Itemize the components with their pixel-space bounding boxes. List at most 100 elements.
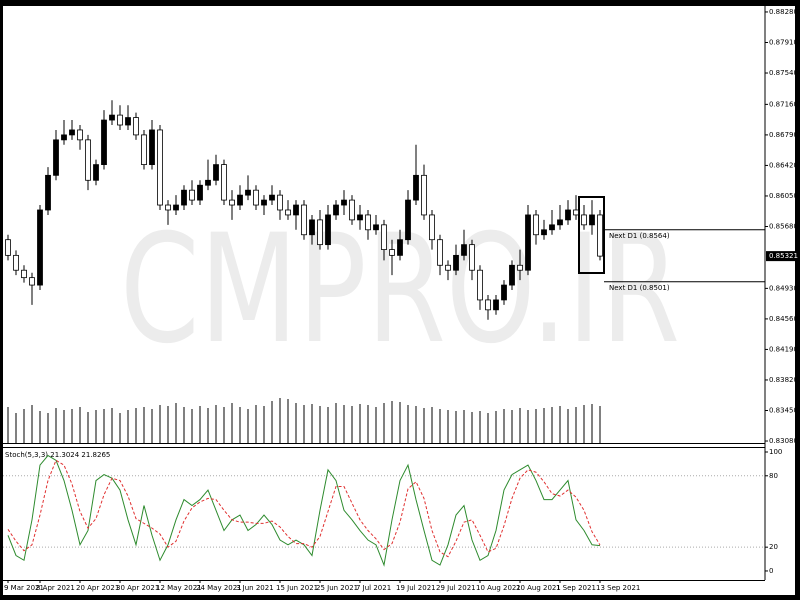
- candle-body: [477, 269, 483, 301]
- candle-body: [565, 209, 571, 221]
- candle-body: [581, 214, 587, 226]
- x-tick-label: 1 Sep 2021: [556, 584, 596, 592]
- candle-body: [549, 224, 555, 231]
- candle-body: [325, 214, 331, 246]
- y-tick-label: 0.87160: [769, 100, 798, 108]
- candle-body: [245, 189, 251, 196]
- y-tick-label: 0.83080: [769, 437, 798, 445]
- x-tick-label: 24 May 2021: [196, 584, 242, 592]
- candle-body: [541, 229, 547, 236]
- candle-body: [197, 184, 203, 201]
- x-tick-label: 9 Mar 2021: [4, 584, 44, 592]
- candle-body: [413, 174, 419, 201]
- x-tick-label: 20 Apr 2021: [76, 584, 119, 592]
- candle-body: [389, 249, 395, 256]
- candle-body: [165, 204, 171, 211]
- candle-body: [397, 239, 403, 256]
- candle-body: [157, 129, 163, 206]
- y-tick-label: 0.83450: [769, 406, 798, 414]
- candle-body: [221, 164, 227, 201]
- x-tick-label: 8 Apr 2021: [36, 584, 75, 592]
- candle-body: [77, 129, 83, 141]
- candle-body: [309, 219, 315, 236]
- candle-body: [341, 199, 347, 206]
- chart-background: [3, 6, 795, 595]
- candle-body: [421, 174, 427, 216]
- candle-body: [589, 214, 595, 226]
- y-tick-label: 0.87540: [769, 69, 798, 77]
- candle-body: [149, 129, 155, 166]
- y-tick-label: 0.86420: [769, 161, 798, 169]
- candle-body: [453, 254, 459, 271]
- candle-body: [117, 114, 123, 126]
- y-tick-label: 0.87910: [769, 38, 798, 46]
- x-tick-label: 3 Jun 2021: [236, 584, 274, 592]
- annotation-label: Next D1 (0.8501): [609, 284, 670, 292]
- candle-body: [429, 214, 435, 241]
- y-tick-label: 0.86050: [769, 192, 798, 200]
- annotation-label: Next D1 (0.8564): [609, 232, 670, 240]
- candle-body: [293, 204, 299, 216]
- x-tick-label: 12 May 2021: [156, 584, 202, 592]
- candle-body: [357, 214, 363, 221]
- candle-body: [261, 199, 267, 206]
- candle-body: [301, 204, 307, 236]
- candle-body: [525, 214, 531, 271]
- candle-body: [597, 214, 603, 257]
- candle-body: [53, 139, 59, 176]
- candle-body: [5, 239, 11, 256]
- candle-body: [509, 264, 515, 286]
- candle-body: [109, 114, 115, 121]
- current-price-label: 0.85321: [769, 252, 798, 260]
- candle-body: [133, 117, 139, 136]
- candle-body: [229, 199, 235, 206]
- y-tick-label: 0.84930: [769, 284, 798, 292]
- candle-body: [13, 254, 19, 271]
- x-tick-label: 13 Sep 2021: [596, 584, 640, 592]
- y-tick-label: 80: [769, 472, 778, 480]
- candle-body: [181, 189, 187, 206]
- candle-body: [365, 214, 371, 231]
- candle-body: [173, 204, 179, 211]
- candle-body: [85, 139, 91, 181]
- y-tick-label: 0: [769, 567, 773, 575]
- candle-body: [189, 189, 195, 201]
- candle-body: [445, 264, 451, 271]
- candle-body: [557, 219, 563, 226]
- candle-body: [533, 214, 539, 236]
- indicator-title: Stoch(5,3,3) 21.3024 21.8265: [5, 451, 110, 459]
- candle-body: [381, 224, 387, 250]
- candle-body: [61, 134, 67, 141]
- candle-body: [237, 194, 243, 206]
- candle-body: [101, 119, 107, 166]
- candle-body: [501, 284, 507, 301]
- candle-body: [373, 224, 379, 231]
- candle-body: [69, 129, 75, 136]
- candle-body: [349, 199, 355, 221]
- x-tick-label: 19 Jul 2021: [396, 584, 436, 592]
- candle-body: [333, 204, 339, 216]
- y-tick-label: 0.83820: [769, 376, 798, 384]
- candle-body: [93, 164, 99, 181]
- x-tick-label: 29 Jul 2021: [436, 584, 476, 592]
- y-tick-label: 100: [769, 448, 782, 456]
- candle-body: [213, 164, 219, 181]
- candle-body: [405, 199, 411, 241]
- x-tick-label: 25 Jun 2021: [316, 584, 358, 592]
- y-tick-label: 0.88280: [769, 8, 798, 16]
- current-price-box: [766, 251, 796, 262]
- candle-body: [205, 179, 211, 186]
- candle-body: [469, 244, 475, 271]
- x-tick-label: 10 Aug 2021: [476, 584, 521, 592]
- candle-body: [21, 269, 27, 279]
- x-tick-label: 30 Apr 2021: [116, 584, 159, 592]
- candle-body: [517, 264, 523, 271]
- watermark: CMPRO.IR: [120, 203, 680, 377]
- candle-body: [493, 299, 499, 311]
- stoch-line: [7, 454, 601, 567]
- candle-body: [45, 174, 51, 211]
- candle-body: [141, 134, 147, 166]
- candle-body: [485, 299, 491, 311]
